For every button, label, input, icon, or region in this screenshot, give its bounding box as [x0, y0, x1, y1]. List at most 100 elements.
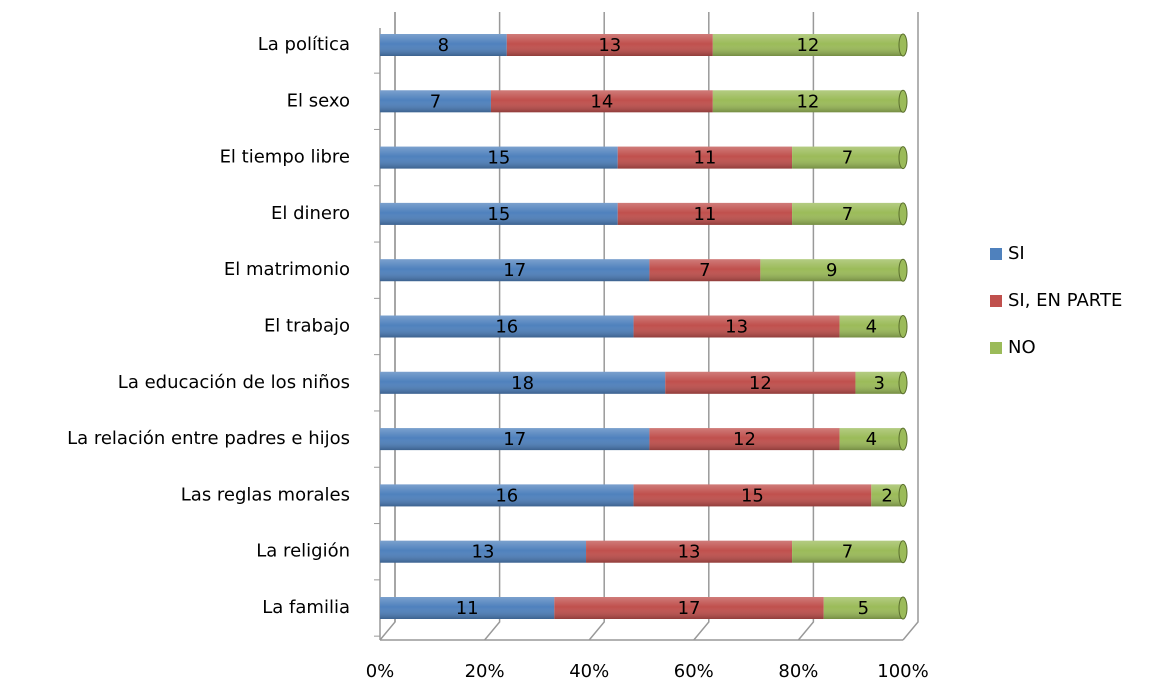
bar-segment — [649, 259, 761, 282]
bar-shade — [712, 34, 903, 56]
data-label: 16 — [495, 317, 518, 338]
bar-segment — [554, 597, 824, 619]
bar-cap — [898, 540, 908, 564]
bar-segment — [380, 259, 650, 282]
bar-shade — [380, 202, 618, 225]
y-tick-label: El tiempo libre — [220, 147, 350, 168]
data-label: 11 — [693, 204, 716, 225]
y-tick-label: La política — [258, 34, 350, 55]
bar-segment — [633, 484, 872, 507]
bar-segment — [380, 540, 587, 563]
bar-segment — [380, 90, 491, 113]
data-label: 15 — [487, 204, 510, 225]
data-label: 18 — [511, 373, 534, 394]
legend-swatch — [990, 342, 1002, 354]
bar-segment — [586, 540, 793, 563]
legend-swatch — [990, 248, 1002, 260]
x-tick-label: 40% — [569, 661, 609, 682]
data-label: 14 — [590, 91, 613, 112]
data-label: 2 — [881, 485, 892, 506]
bar-segment — [649, 428, 840, 451]
legend-label: NO — [1008, 337, 1036, 358]
data-label: 17 — [678, 598, 701, 619]
bar-cap — [898, 483, 908, 507]
bar-cap — [898, 315, 908, 338]
bar-shade — [649, 259, 761, 282]
bar-segment — [839, 427, 908, 451]
bar-shade — [617, 146, 793, 169]
bar-cap — [898, 371, 908, 395]
bar-segment — [380, 34, 507, 56]
data-label: 11 — [456, 598, 479, 619]
bar-shade — [839, 428, 903, 451]
bar-shade — [490, 90, 713, 113]
data-label: 13 — [725, 317, 748, 338]
bar-shade — [792, 202, 903, 225]
bar-segment — [823, 596, 908, 620]
data-label: 12 — [749, 373, 772, 394]
x-tick-label: 100% — [877, 661, 928, 682]
data-label: 17 — [503, 429, 526, 450]
y-tick-label: El matrimonio — [224, 259, 350, 280]
data-label: 3 — [874, 373, 885, 394]
bar-shade — [839, 315, 903, 338]
data-label: 15 — [487, 148, 510, 169]
bar-cap — [898, 427, 908, 451]
data-label: 12 — [733, 429, 756, 450]
bar-segment — [380, 484, 634, 507]
data-label: 7 — [842, 542, 853, 563]
grid-line — [902, 12, 919, 641]
bar-cap — [898, 89, 908, 113]
bar-cap — [898, 33, 908, 57]
bar-shade — [380, 315, 634, 338]
bar-segment — [792, 146, 908, 170]
bar-shade — [380, 540, 587, 563]
bar-shade — [380, 34, 507, 56]
bar-segment — [380, 371, 666, 394]
legend-swatch — [990, 295, 1002, 307]
x-tick-label: 20% — [465, 661, 505, 682]
bar-segment — [380, 146, 618, 169]
y-tick-label: El sexo — [287, 90, 350, 111]
bar-segment — [871, 483, 908, 507]
bar-segment — [792, 540, 908, 564]
data-label: 12 — [796, 35, 819, 56]
bar-shade — [665, 371, 856, 394]
bar-segment — [380, 597, 555, 619]
bar-shade — [506, 34, 713, 56]
bar-shade — [633, 484, 872, 507]
data-label: 12 — [796, 91, 819, 112]
data-label: 7 — [842, 148, 853, 169]
data-label: 16 — [495, 485, 518, 506]
legend-label: SI — [1008, 243, 1025, 264]
data-label: 7 — [699, 260, 710, 281]
data-label: 11 — [693, 148, 716, 169]
bar-shade — [380, 371, 666, 394]
bar-segment — [633, 315, 840, 338]
bar-cap — [898, 202, 908, 226]
bar-segment — [617, 146, 793, 169]
data-label: 5 — [858, 598, 869, 619]
data-label: 7 — [430, 91, 441, 112]
data-label: 13 — [598, 35, 621, 56]
bar-segment — [506, 34, 713, 56]
data-label: 15 — [741, 485, 764, 506]
bar-segment — [380, 428, 650, 451]
bar-shade — [617, 202, 793, 225]
bar-cap — [898, 146, 908, 170]
bar-segment — [839, 315, 908, 338]
bar-shade — [586, 540, 793, 563]
bar-shade — [380, 146, 618, 169]
bar-segment — [380, 202, 618, 225]
x-tick-label: 0% — [366, 661, 395, 682]
x-tick-label: 60% — [674, 661, 714, 682]
bar-shade — [792, 146, 903, 169]
legend-label: SI, EN PARTE — [1008, 290, 1122, 311]
x-tick-label: 80% — [778, 661, 818, 682]
data-label: 4 — [866, 429, 877, 450]
bar-shade — [792, 540, 903, 563]
data-label: 13 — [472, 542, 495, 563]
bar-shade — [380, 90, 491, 113]
bar-shade — [554, 597, 824, 619]
